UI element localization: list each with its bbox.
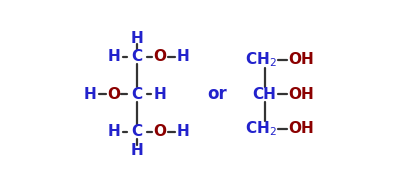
Text: H: H — [130, 31, 143, 46]
Text: C: C — [131, 87, 142, 102]
Text: H: H — [177, 50, 190, 65]
Text: CH$_2$: CH$_2$ — [244, 50, 276, 69]
Text: H: H — [177, 124, 190, 139]
Text: CH$_2$: CH$_2$ — [244, 120, 276, 138]
Text: O: O — [154, 124, 166, 139]
Text: OH: OH — [289, 122, 314, 137]
Text: O: O — [154, 50, 166, 65]
Text: H: H — [107, 124, 120, 139]
Text: CH: CH — [252, 87, 276, 102]
Text: C: C — [131, 124, 142, 139]
Text: C: C — [131, 50, 142, 65]
Text: H: H — [107, 50, 120, 65]
Text: OH: OH — [289, 52, 314, 67]
Text: OH: OH — [289, 87, 314, 102]
Text: O: O — [107, 87, 120, 102]
Text: H: H — [84, 87, 97, 102]
Text: H: H — [130, 143, 143, 158]
Text: or: or — [208, 85, 227, 103]
Text: H: H — [154, 87, 166, 102]
